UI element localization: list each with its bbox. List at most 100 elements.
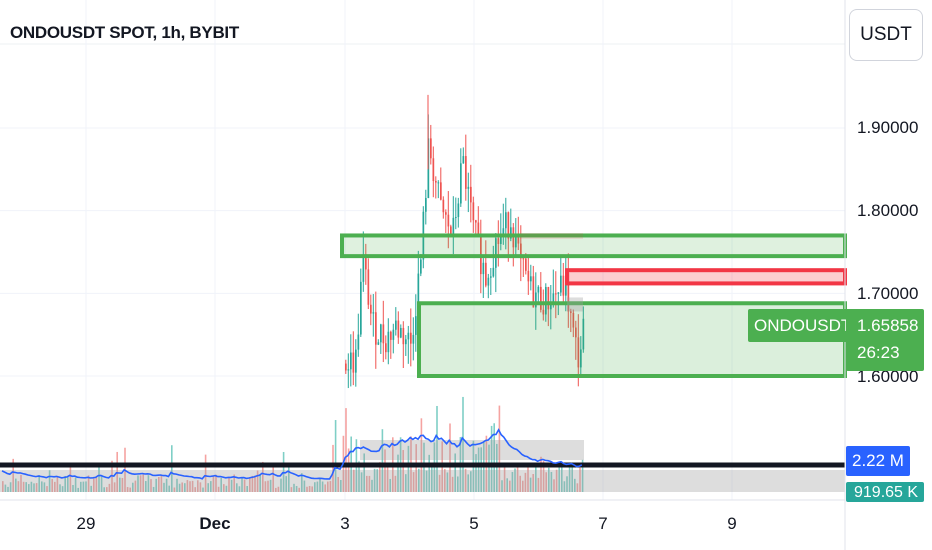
candle-body	[360, 281, 362, 335]
candle-body	[530, 276, 532, 282]
volume-bar	[405, 474, 407, 492]
volume-bar	[69, 467, 72, 492]
volume-bar	[373, 468, 376, 492]
volume-bar	[15, 478, 17, 492]
volume-bar	[457, 476, 459, 492]
volume-bar	[275, 487, 277, 492]
volume-bar	[371, 479, 373, 492]
volume-bar	[431, 466, 433, 492]
volume-bar	[106, 487, 108, 492]
candle-body	[445, 212, 447, 215]
volume-bar	[347, 448, 350, 492]
candle-body	[545, 287, 547, 315]
volume-bar	[490, 425, 493, 492]
candle-body	[390, 331, 392, 340]
candle-body	[425, 197, 427, 212]
volume-bar	[425, 470, 428, 492]
volume-ma-badge: 919.65 K	[846, 482, 924, 502]
volume-bar	[228, 476, 230, 492]
candle-body	[560, 275, 562, 293]
candlesticks	[345, 94, 585, 389]
volume-bar	[527, 467, 529, 492]
volume-bar	[67, 475, 69, 492]
volume-bar	[285, 476, 287, 492]
candle-body	[527, 270, 530, 282]
drawn-zones[interactable]	[340, 232, 847, 378]
resistance-shade	[520, 232, 583, 239]
candle-body	[462, 156, 465, 164]
volume-bar	[376, 469, 378, 492]
candle-body	[477, 222, 480, 235]
volume-bars	[0, 396, 845, 492]
candle-body	[440, 182, 442, 200]
volume-bar	[147, 475, 150, 492]
volume-bar	[173, 487, 176, 492]
volume-bar	[462, 396, 464, 492]
volume-bar	[535, 465, 537, 492]
volume-bar	[329, 481, 332, 492]
volume-bar	[324, 484, 326, 492]
volume-bar	[558, 461, 560, 492]
volume-bar	[334, 420, 337, 492]
volume-bar	[397, 454, 399, 492]
candle-body	[372, 312, 375, 314]
volume-bar	[204, 454, 207, 492]
volume-bar	[470, 471, 472, 492]
volume-bar	[415, 444, 417, 492]
volume-bar	[545, 472, 547, 492]
volume-bar	[516, 462, 519, 492]
volume-bar	[303, 480, 306, 492]
volume-bar	[108, 483, 111, 492]
volume-bar	[254, 475, 256, 492]
candle-body	[570, 311, 572, 313]
volume-bar	[438, 474, 441, 492]
volume-bar	[51, 478, 53, 492]
volume-bar	[7, 486, 9, 492]
volume-bar	[197, 480, 199, 492]
volume-bar	[451, 476, 454, 492]
candle-body	[490, 276, 492, 278]
time-tick: Dec	[199, 514, 231, 533]
volume-bar	[449, 423, 451, 492]
volume-bar	[95, 476, 98, 492]
candle-body	[562, 275, 565, 296]
candle-body	[505, 212, 507, 229]
volume-bar	[561, 461, 563, 492]
volume-bar	[210, 481, 212, 492]
volume-bar	[496, 443, 498, 492]
volume-ma-line	[1, 428, 583, 480]
candle-body	[500, 234, 502, 244]
candle-body	[520, 243, 522, 259]
last-price-badge: 1.65858 26:23	[846, 309, 924, 371]
candle-body	[435, 180, 437, 183]
candle-body	[535, 292, 537, 308]
volume-bar	[139, 475, 142, 492]
volume-bar	[412, 472, 415, 492]
volume-bar	[384, 449, 386, 492]
volume-bar	[568, 466, 571, 492]
volume-bar	[189, 481, 191, 492]
candle-body	[380, 324, 382, 343]
volume-bar	[389, 478, 391, 492]
bar-countdown: 26:23	[857, 343, 900, 362]
candle-body	[540, 286, 542, 310]
candle-body	[437, 182, 440, 184]
volume-bar	[321, 481, 324, 492]
candle-body	[465, 156, 467, 189]
candle-body	[485, 262, 487, 286]
candle-body	[495, 238, 497, 268]
volume-bar	[571, 465, 573, 492]
currency-button[interactable]: USDT	[849, 9, 923, 61]
volume-bar	[160, 475, 163, 492]
volume-bar	[17, 481, 20, 492]
volume-bar	[215, 474, 217, 492]
volume-bar	[12, 458, 14, 492]
volume-bar	[85, 481, 87, 492]
volume-bar	[519, 475, 521, 492]
volume-bar	[137, 475, 139, 492]
volume-bar	[25, 482, 27, 492]
candle-body	[405, 339, 407, 345]
volume-bar	[501, 480, 503, 492]
candle-body	[352, 352, 355, 373]
